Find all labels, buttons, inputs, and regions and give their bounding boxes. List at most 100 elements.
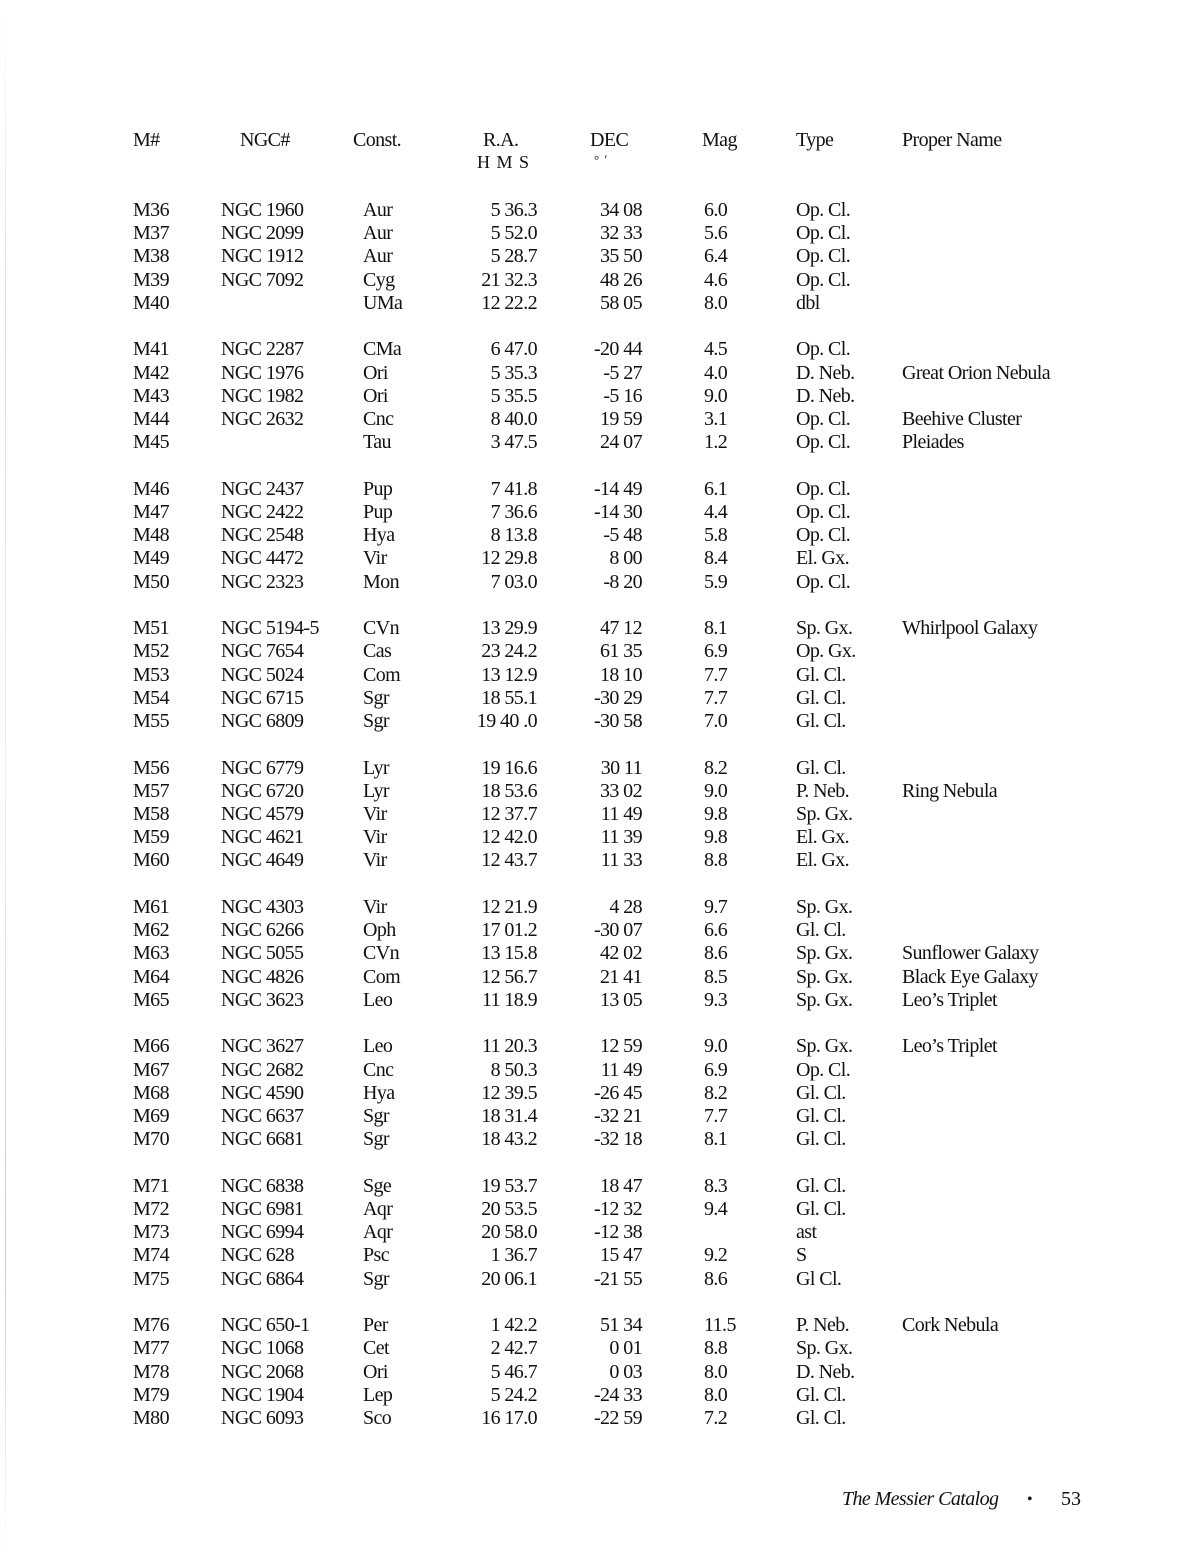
constellation: Aqr bbox=[363, 1197, 393, 1220]
right-ascension: 1 36.7 bbox=[490, 1244, 538, 1267]
header-ra: R.A. bbox=[483, 129, 519, 151]
right-ascension: 13 12.9 bbox=[481, 663, 537, 686]
messier-number: M55 bbox=[133, 710, 170, 733]
messier-number: M66 bbox=[133, 1035, 170, 1058]
object-type: Op. Cl. bbox=[796, 268, 851, 291]
right-ascension: 7 36.6 bbox=[490, 500, 538, 523]
messier-number: M46 bbox=[133, 477, 170, 500]
right-ascension: 11 20.3 bbox=[481, 1035, 538, 1058]
constellation: Sgr bbox=[363, 1128, 390, 1151]
messier-number: M63 bbox=[133, 942, 170, 965]
magnitude: 9.0 bbox=[704, 1035, 728, 1058]
messier-number: M79 bbox=[133, 1383, 170, 1406]
right-ascension: 12 22.2 bbox=[481, 291, 537, 314]
object-type: Op. Gx. bbox=[796, 640, 856, 663]
messier-number: M70 bbox=[133, 1128, 170, 1151]
magnitude: 5.6 bbox=[704, 222, 728, 245]
object-type: Gl. Cl. bbox=[796, 1197, 846, 1220]
object-type: Gl Cl. bbox=[796, 1267, 842, 1290]
object-type: P. Neb. bbox=[796, 1314, 850, 1337]
declination: 4 28 bbox=[609, 895, 642, 918]
messier-number: M72 bbox=[133, 1197, 170, 1220]
declination: -5 27 bbox=[603, 361, 642, 384]
right-ascension: 12 29.8 bbox=[481, 547, 537, 570]
right-ascension: 2 42.7 bbox=[490, 1337, 538, 1360]
right-ascension: 8 50.3 bbox=[490, 1058, 538, 1081]
ngc-number: NGC 5055 bbox=[221, 942, 304, 965]
declination: -26 45 bbox=[593, 1081, 643, 1104]
object-type: Op. Cl. bbox=[796, 1058, 851, 1081]
magnitude: 8.6 bbox=[704, 942, 728, 965]
magnitude: 9.4 bbox=[704, 1197, 728, 1220]
declination: 11 49 bbox=[600, 802, 643, 825]
header-dec: DEC bbox=[590, 129, 629, 151]
object-type: Gl. Cl. bbox=[796, 756, 846, 779]
messier-number: M75 bbox=[133, 1267, 170, 1290]
object-type: Op. Cl. bbox=[796, 199, 851, 221]
messier-number: M69 bbox=[133, 1104, 170, 1127]
object-type: P. Neb. bbox=[796, 779, 850, 802]
messier-number: M59 bbox=[133, 826, 170, 849]
right-ascension: 8 40.0 bbox=[490, 408, 538, 431]
declination: 42 02 bbox=[599, 942, 643, 965]
right-ascension: 21 32.3 bbox=[481, 268, 537, 291]
ngc-number: NGC 1982 bbox=[221, 384, 304, 407]
object-type: Op. Cl. bbox=[796, 524, 851, 547]
right-ascension: 20 06.1 bbox=[481, 1267, 537, 1290]
constellation: Aur bbox=[363, 222, 393, 245]
constellation: Cet bbox=[363, 1337, 390, 1360]
header-ngc: NGC# bbox=[240, 129, 290, 151]
proper-name: Leo’s Triplet bbox=[902, 1035, 998, 1058]
magnitude: 4.4 bbox=[704, 500, 728, 523]
messier-number: M37 bbox=[133, 222, 170, 245]
messier-number: M45 bbox=[133, 431, 170, 454]
object-type: Gl. Cl. bbox=[796, 1104, 846, 1127]
right-ascension: 23 24.2 bbox=[481, 640, 537, 663]
ngc-number: NGC 1068 bbox=[221, 1337, 304, 1360]
proper-name: Pleiades bbox=[902, 431, 964, 454]
right-ascension: 13 29.9 bbox=[481, 617, 537, 640]
right-ascension: 5 35.3 bbox=[490, 361, 538, 384]
declination: -5 48 bbox=[603, 524, 642, 547]
ngc-number: NGC 1960 bbox=[221, 199, 304, 221]
messier-number: M43 bbox=[133, 384, 170, 407]
declination: -30 07 bbox=[593, 919, 643, 942]
constellation: CVn bbox=[363, 617, 400, 640]
footer-bullet: • bbox=[1027, 1491, 1033, 1508]
object-type: D. Neb. bbox=[796, 384, 855, 407]
object-type: El. Gx. bbox=[796, 826, 850, 849]
right-ascension: 20 58.0 bbox=[481, 1221, 537, 1244]
right-ascension: 19 40 .0 bbox=[476, 710, 538, 733]
constellation: Sgr bbox=[363, 1104, 390, 1127]
right-ascension: 7 41.8 bbox=[490, 477, 538, 500]
proper-name: Beehive Cluster bbox=[902, 408, 1022, 431]
messier-number: M62 bbox=[133, 919, 170, 942]
declination: -24 33 bbox=[593, 1383, 643, 1406]
messier-number: M44 bbox=[133, 408, 170, 431]
messier-number: M77 bbox=[133, 1337, 170, 1360]
object-type: Gl. Cl. bbox=[796, 1406, 846, 1429]
declination: 48 26 bbox=[599, 268, 643, 291]
declination: 18 10 bbox=[599, 663, 643, 686]
object-type: Sp. Gx. bbox=[796, 988, 853, 1011]
page-number: 53 bbox=[1061, 1488, 1081, 1510]
magnitude: 6.6 bbox=[704, 919, 728, 942]
ngc-number: NGC 6994 bbox=[221, 1221, 304, 1244]
declination: 58 05 bbox=[599, 291, 643, 314]
object-type: El. Gx. bbox=[796, 547, 850, 570]
magnitude: 8.1 bbox=[704, 617, 728, 640]
proper-name: Sunflower Galaxy bbox=[902, 942, 1039, 965]
declination: 24 07 bbox=[599, 431, 643, 454]
constellation: CMa bbox=[363, 338, 402, 361]
right-ascension: 20 53.5 bbox=[481, 1197, 537, 1220]
object-type: Sp. Gx. bbox=[796, 802, 853, 825]
messier-number: M80 bbox=[133, 1406, 170, 1429]
right-ascension: 18 31.4 bbox=[481, 1104, 537, 1127]
object-type: Gl. Cl. bbox=[796, 1081, 846, 1104]
ngc-number: NGC 5024 bbox=[221, 663, 304, 686]
constellation: Per bbox=[363, 1314, 388, 1337]
constellation: Cnc bbox=[363, 408, 394, 431]
right-ascension: 12 39.5 bbox=[481, 1081, 537, 1104]
magnitude: 9.2 bbox=[704, 1244, 728, 1267]
ngc-number: NGC 6093 bbox=[221, 1406, 304, 1429]
